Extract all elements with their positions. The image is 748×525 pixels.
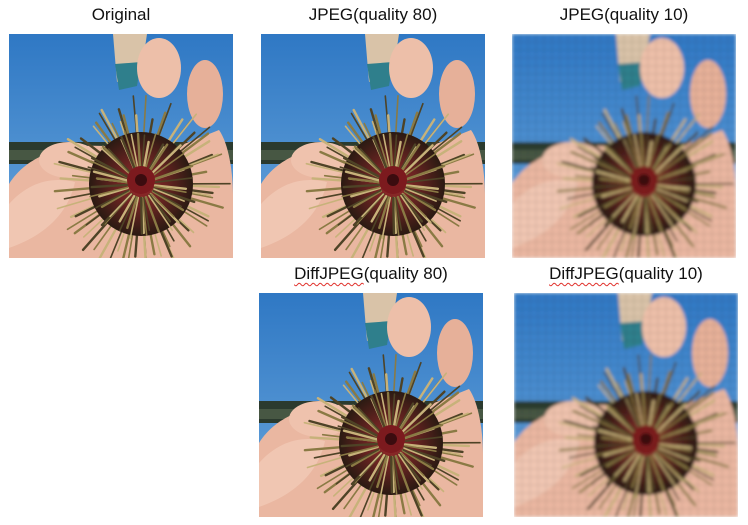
panel-diffjpeg10: DiffJPEG(quality 10) [514, 263, 738, 519]
sea-urchin-image [514, 293, 738, 517]
caption-diffjpeg10-quality: (quality 10) [618, 264, 703, 283]
panel-jpeg10: JPEG(quality 10) [512, 4, 736, 260]
caption-diffjpeg10: DiffJPEG(quality 10) [514, 263, 738, 285]
caption-jpeg80: JPEG(quality 80) [308, 5, 438, 24]
panel-jpeg80: JPEG(quality 80) [261, 4, 485, 260]
sea-urchin-image [512, 34, 736, 258]
sea-urchin-image [9, 34, 233, 258]
sea-urchin-photo-diffjpeg10 [514, 293, 738, 517]
caption-diffjpeg10-method: DiffJPEG [549, 264, 619, 283]
caption-diffjpeg80-quality: (quality 80) [363, 264, 448, 283]
caption-diffjpeg80: DiffJPEG(quality 80) [259, 263, 483, 285]
sea-urchin-image [259, 293, 483, 517]
sea-urchin-photo-original [9, 34, 233, 258]
sea-urchin-photo-jpeg10 [512, 34, 736, 258]
sea-urchin-photo-jpeg80 [261, 34, 485, 258]
caption-jpeg10: JPEG(quality 10) [559, 5, 689, 24]
sea-urchin-image [261, 34, 485, 258]
sea-urchin-photo-diffjpeg80 [259, 293, 483, 517]
panel-original: Original [9, 4, 233, 260]
caption-original: Original [91, 5, 151, 24]
panel-diffjpeg80: DiffJPEG(quality 80) [259, 263, 483, 519]
caption-diffjpeg80-method: DiffJPEG [294, 264, 364, 283]
